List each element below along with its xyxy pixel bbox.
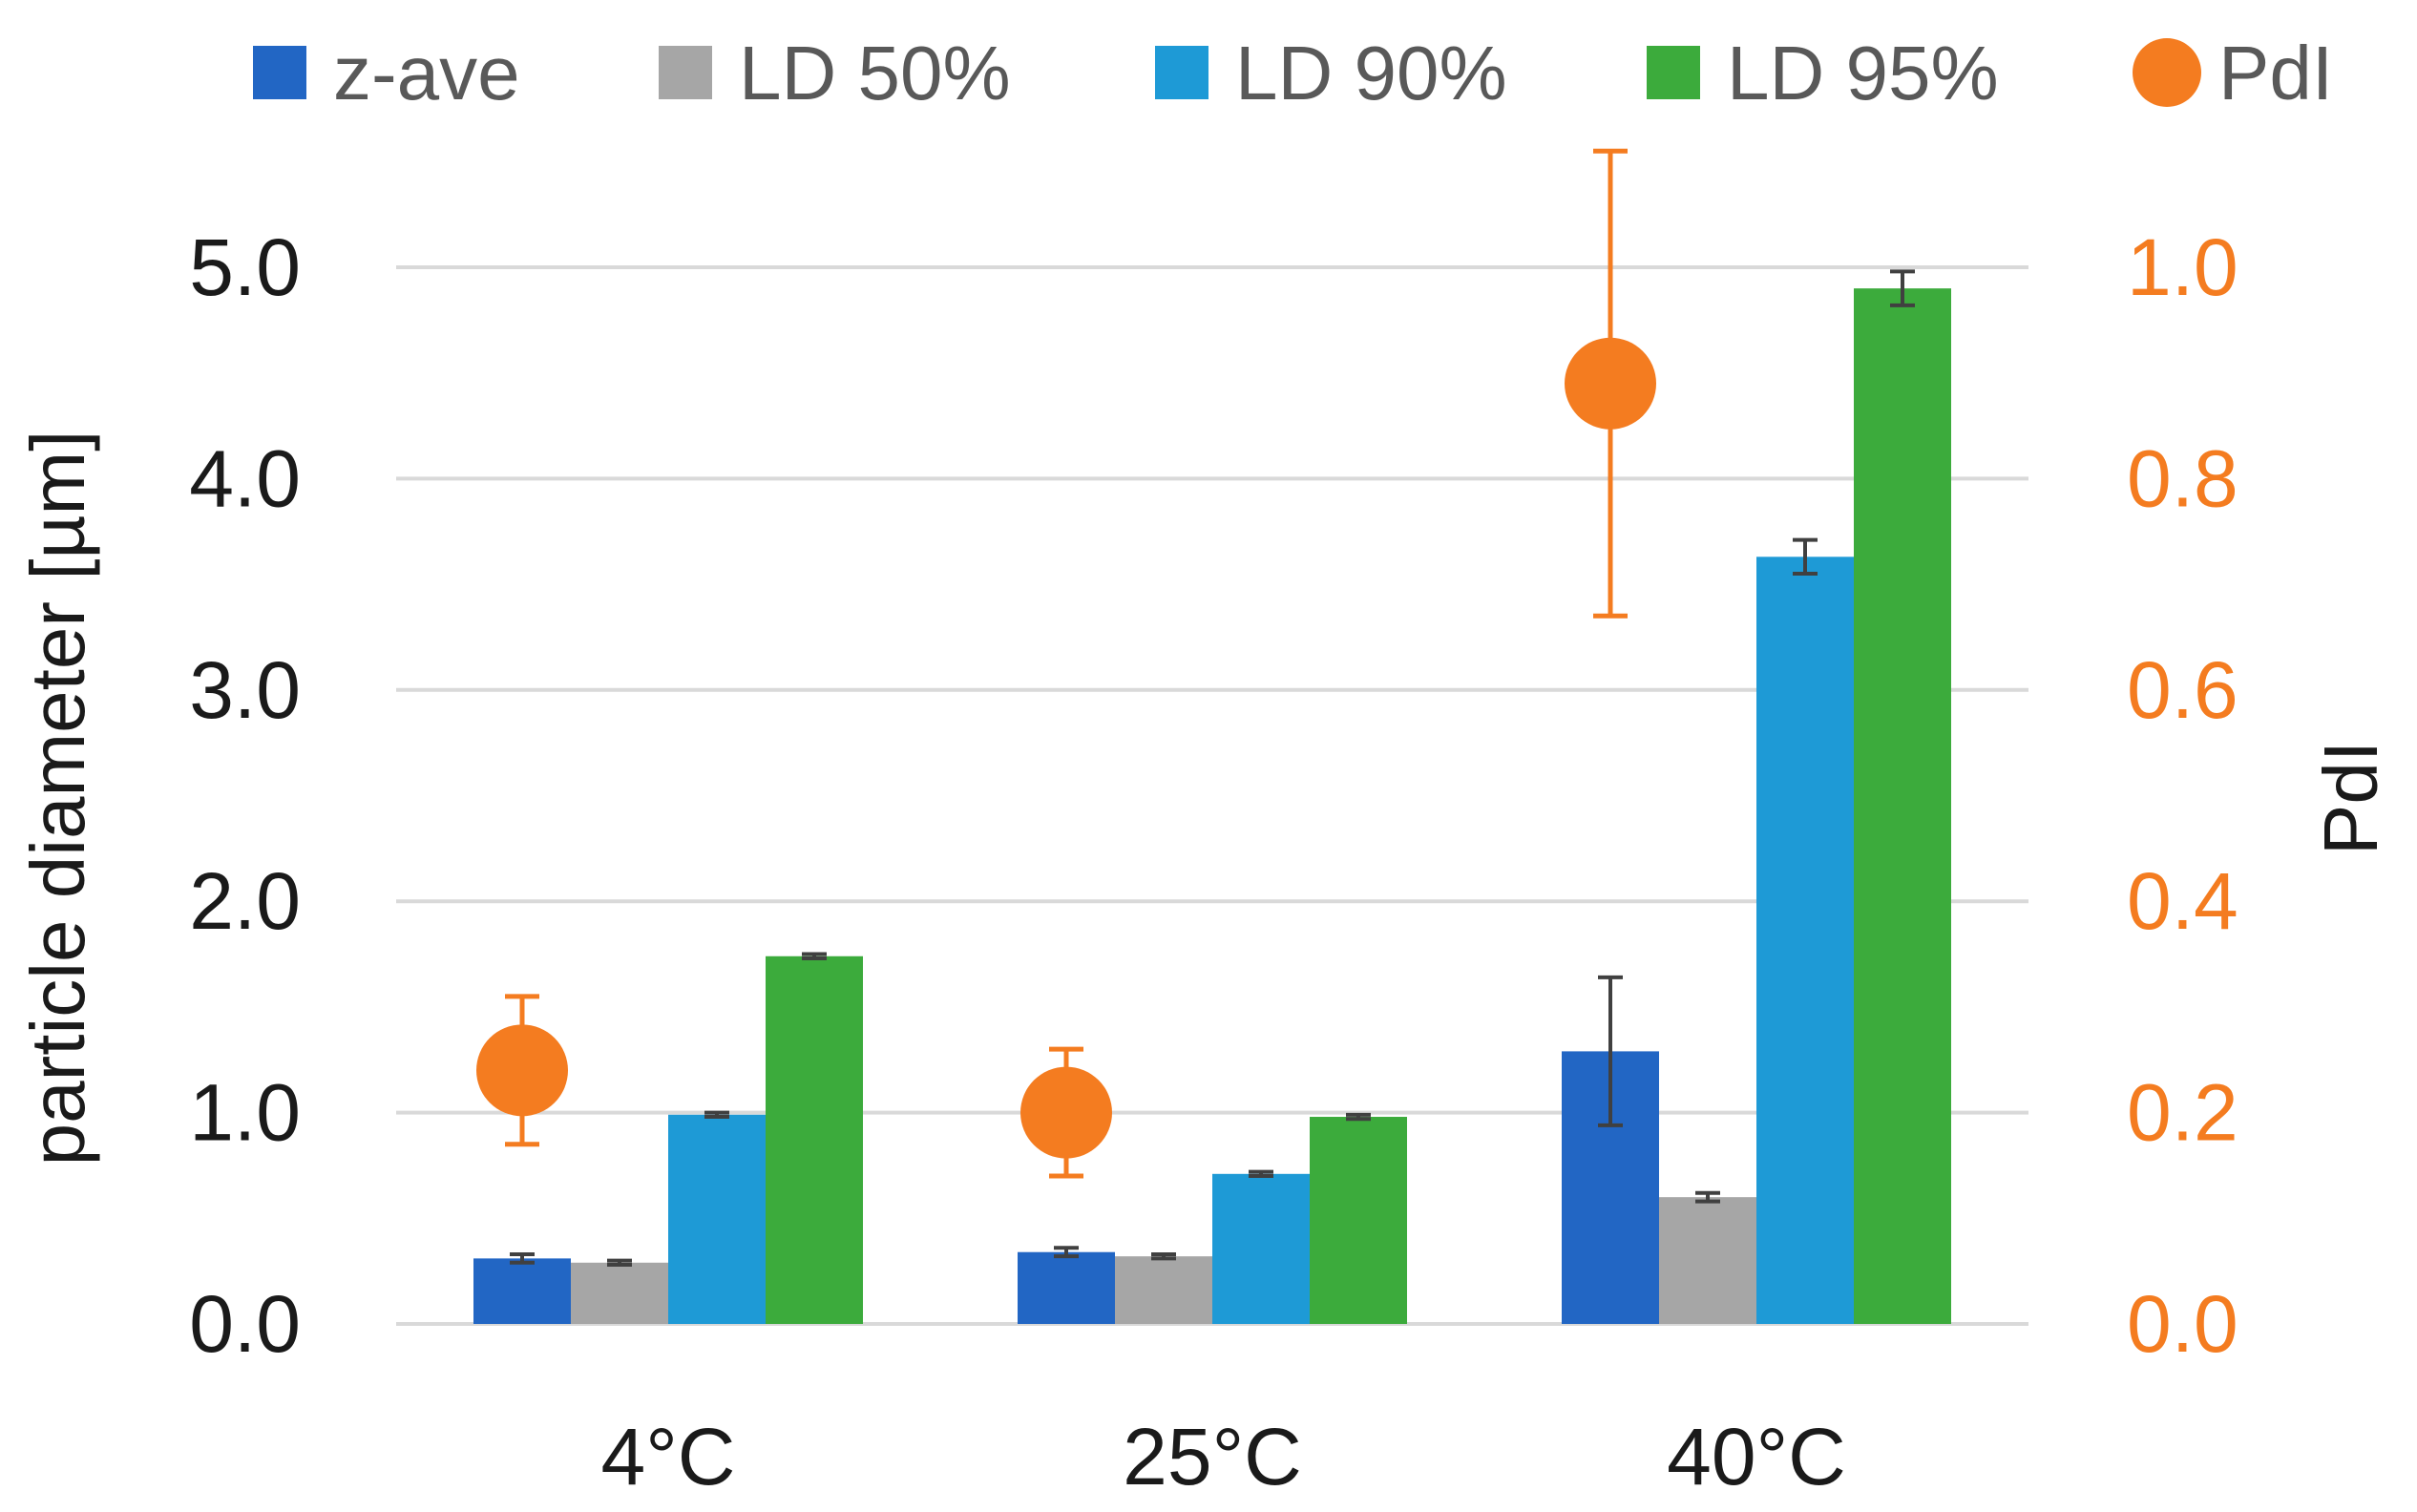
legend-swatch (253, 46, 306, 99)
left-axis-title: particle diameter [µm] (15, 430, 100, 1166)
legend-label: PdI (2218, 31, 2333, 116)
left-axis-ticks: 0.0 1.0 2.0 3.0 4.0 5.0 (189, 222, 301, 1369)
legend: z-ave LD 50% LD 90% LD 95% PdI (253, 31, 2333, 116)
legend-swatch (659, 46, 712, 99)
right-tick-label: 0.4 (2127, 856, 2238, 946)
bar (1756, 556, 1854, 1324)
legend-label: LD 50% (739, 31, 1011, 116)
category-label: 25°C (1123, 1412, 1302, 1502)
left-tick-label: 1.0 (189, 1068, 301, 1158)
left-tick-label: 5.0 (189, 222, 301, 312)
right-axis-ticks: 0.0 0.2 0.4 0.6 0.8 1.0 (2127, 222, 2238, 1369)
legend-swatch (1647, 46, 1700, 99)
category-labels: 4°C 25°C 40°C (601, 1412, 1846, 1502)
bar (1115, 1256, 1212, 1324)
bar (473, 1258, 571, 1324)
bars (473, 269, 1951, 1324)
left-tick-label: 3.0 (189, 645, 301, 735)
category-label: 40°C (1667, 1412, 1846, 1502)
pdi-point (1020, 1066, 1112, 1159)
right-tick-label: 0.6 (2127, 645, 2238, 735)
left-tick-label: 4.0 (189, 433, 301, 523)
legend-label: LD 90% (1235, 31, 1507, 116)
bar (668, 1114, 766, 1324)
bar (1854, 288, 1951, 1324)
bar (1310, 1117, 1407, 1324)
right-tick-label: 1.0 (2127, 222, 2238, 312)
category-label: 4°C (601, 1412, 736, 1502)
legend-label: LD 95% (1727, 31, 1999, 116)
pdi-point (476, 1024, 568, 1117)
right-axis-title: PdI (2308, 741, 2393, 855)
pdi-series (476, 148, 1656, 1179)
bar (766, 956, 863, 1324)
left-tick-label: 2.0 (189, 856, 301, 946)
right-tick-label: 0.0 (2127, 1279, 2238, 1369)
legend-label: z-ave (333, 31, 520, 116)
right-tick-label: 0.2 (2127, 1068, 2238, 1158)
pdi-point (1565, 337, 1656, 430)
bar (1659, 1197, 1756, 1324)
bar (571, 1262, 668, 1324)
left-tick-label: 0.0 (189, 1279, 301, 1369)
bar (1212, 1173, 1310, 1324)
right-tick-label: 0.8 (2127, 433, 2238, 523)
legend-marker (2133, 38, 2201, 107)
bar (1018, 1251, 1115, 1324)
legend-swatch (1155, 46, 1208, 99)
